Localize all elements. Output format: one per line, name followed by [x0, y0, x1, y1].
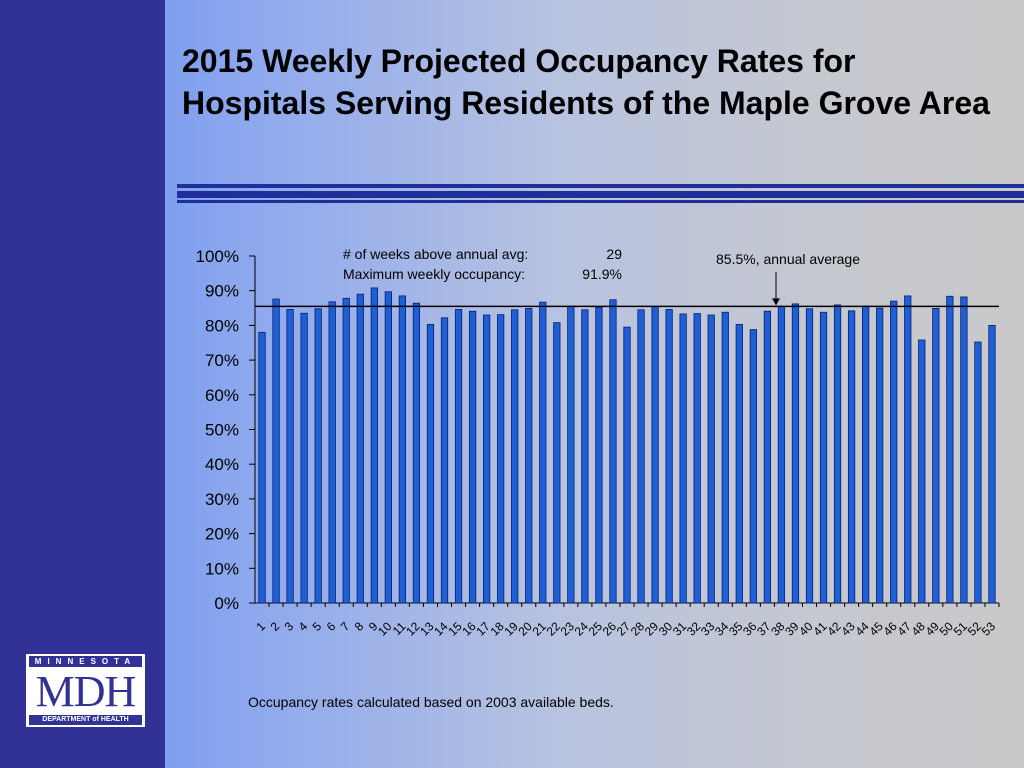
logo-top-text: MINNESOTA	[29, 656, 142, 667]
bar	[651, 305, 659, 604]
stat-label: Maximum weekly occupancy:	[343, 266, 525, 282]
bar	[595, 306, 603, 604]
slide-title: 2015 Weekly Projected Occupancy Rates fo…	[182, 43, 990, 121]
footnote: Occupancy rates calculated based on 2003…	[248, 694, 614, 710]
logo-bottom-text: DEPARTMENT of HEALTH	[29, 715, 142, 725]
bar	[988, 324, 996, 604]
bar	[960, 296, 968, 604]
bar	[890, 300, 898, 604]
x-tick-label: 1	[254, 619, 269, 634]
stat-value: 91.9%	[582, 266, 622, 282]
bar	[777, 305, 786, 604]
bar	[426, 323, 435, 604]
bar	[637, 309, 645, 604]
title-divider	[177, 184, 1024, 204]
bar	[805, 308, 814, 604]
logo-main-text: MDH	[35, 667, 137, 716]
stat-value: 29	[606, 246, 622, 262]
bar	[932, 307, 940, 604]
bar	[876, 307, 884, 604]
bar	[370, 287, 378, 604]
bar	[862, 305, 870, 604]
bar	[553, 322, 561, 604]
x-tick-label: 4	[296, 619, 311, 634]
y-tick-label: 80%	[205, 316, 239, 335]
bar	[497, 314, 505, 604]
x-tick-label: 8	[352, 619, 367, 634]
y-tick-label: 20%	[205, 525, 239, 544]
bar	[904, 295, 912, 604]
bar	[791, 303, 800, 604]
y-tick-label: 40%	[205, 455, 239, 474]
bar	[581, 309, 589, 604]
bar	[974, 341, 982, 604]
bar	[763, 310, 772, 604]
y-tick-label: 90%	[205, 282, 239, 301]
stat-label: # of weeks above annual avg:	[343, 246, 528, 262]
bar	[314, 308, 322, 604]
bar	[468, 310, 477, 604]
bar	[356, 293, 364, 604]
y-tick-label: 0%	[214, 594, 239, 613]
x-tick-label: 3	[282, 619, 297, 634]
bar	[735, 323, 743, 604]
bar	[258, 331, 266, 604]
bar	[328, 301, 336, 604]
bar	[665, 309, 673, 604]
bar	[707, 314, 715, 604]
x-tick-label: 2	[268, 619, 283, 634]
sidebar-band	[0, 0, 165, 768]
x-tick-label: 53	[979, 619, 999, 639]
bar	[300, 312, 308, 604]
bar	[749, 329, 757, 604]
bar	[721, 311, 729, 604]
bar	[819, 311, 828, 604]
bar	[454, 309, 463, 604]
bar	[384, 291, 392, 604]
average-arrow-head	[772, 298, 780, 306]
bar	[412, 302, 421, 604]
bar	[833, 304, 842, 604]
y-tick-label: 50%	[205, 421, 239, 440]
y-tick-label: 60%	[205, 386, 239, 405]
x-tick-label: 5	[310, 619, 325, 634]
y-tick-label: 70%	[205, 351, 239, 370]
bar	[286, 309, 294, 604]
bar	[525, 307, 533, 604]
bar	[440, 317, 449, 604]
mdh-logo: MINNESOTA MDH DEPARTMENT of HEALTH	[26, 654, 145, 727]
bar	[847, 310, 856, 604]
bar	[482, 314, 491, 604]
bar	[918, 339, 926, 604]
y-tick-label: 100%	[196, 247, 239, 266]
bar	[623, 326, 631, 604]
x-tick-label: 7	[338, 619, 353, 634]
bar	[693, 313, 701, 604]
bar	[679, 313, 687, 604]
bar	[511, 309, 519, 604]
bar	[342, 297, 350, 604]
y-tick-label: 10%	[205, 559, 239, 578]
bar	[539, 301, 547, 604]
bar	[567, 305, 575, 604]
bar	[609, 299, 617, 604]
y-tick-label: 30%	[205, 490, 239, 509]
bar	[272, 298, 280, 604]
bar	[398, 295, 407, 604]
bar	[946, 295, 954, 604]
x-tick-label: 6	[324, 619, 339, 634]
average-label: 85.5%, annual average	[716, 251, 860, 267]
